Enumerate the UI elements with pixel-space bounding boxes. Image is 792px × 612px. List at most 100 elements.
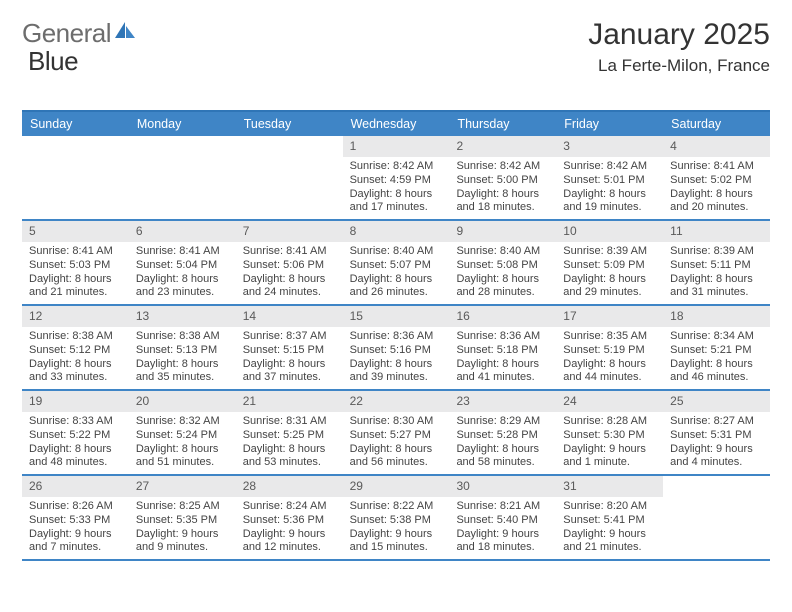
day-number: 26: [22, 476, 129, 497]
day-number-empty: [22, 136, 129, 157]
day-cell: 25Sunrise: 8:27 AMSunset: 5:31 PMDayligh…: [663, 391, 770, 474]
sunset-line: Sunset: 5:27 PM: [343, 429, 450, 443]
brand-word-2: Blue: [28, 46, 78, 76]
day-cell: 29Sunrise: 8:22 AMSunset: 5:38 PMDayligh…: [343, 476, 450, 559]
day-number: 4: [663, 136, 770, 157]
day-number: 23: [449, 391, 556, 412]
day-cell: 12 Sunrise: 8:38 AMSunset: 5:12 PMDayligh…: [22, 306, 129, 389]
sunset-line: Sunset: 5:30 PM: [556, 429, 663, 443]
sunset-line: Sunset: 5:19 PM: [556, 344, 663, 358]
day-number: 21: [236, 391, 343, 412]
day-number: 5: [22, 221, 129, 242]
title-block: January 2025 La Ferte-Milon, France: [588, 18, 770, 76]
daylight-line: Daylight: 8 hours and 53 minutes.: [236, 443, 343, 471]
sunset-line: Sunset: 5:33 PM: [22, 514, 129, 528]
day-cell: 30Sunrise: 8:21 AMSunset: 5:40 PMDayligh…: [449, 476, 556, 559]
sunrise-line: Sunrise: 8:32 AM: [129, 415, 236, 429]
sunrise-line: Sunrise: 8:22 AM: [343, 500, 450, 514]
weekday-header: Saturday: [663, 112, 770, 136]
day-cell: 11Sunrise: 8:39 AMSunset: 5:11 PMDayligh…: [663, 221, 770, 304]
sunrise-line: Sunrise: 8:30 AM: [343, 415, 450, 429]
weekday-header: Wednesday: [343, 112, 450, 136]
sunrise-line: Sunrise: 8:28 AM: [556, 415, 663, 429]
sunrise-line: Sunrise: 8:20 AM: [556, 500, 663, 514]
brand-word-2-wrap: Blue: [28, 46, 78, 77]
sunrise-line: Sunrise: 8:39 AM: [663, 245, 770, 259]
sunrise-line: Sunrise: 8:41 AM: [236, 245, 343, 259]
sunrise-line: Sunrise: 8:41 AM: [663, 160, 770, 174]
daylight-line: Daylight: 8 hours and 58 minutes.: [449, 443, 556, 471]
sunset-line: Sunset: 5:00 PM: [449, 174, 556, 188]
daylight-line: Daylight: 8 hours and 51 minutes.: [129, 443, 236, 471]
daylight-line: Daylight: 8 hours and 24 minutes.: [236, 273, 343, 301]
sunrise-line: Sunrise: 8:34 AM: [663, 330, 770, 344]
day-number: 18: [663, 306, 770, 327]
daylight-line: Daylight: 8 hours and 41 minutes.: [449, 358, 556, 386]
sunset-line: Sunset: 5:22 PM: [22, 429, 129, 443]
daylight-line: Daylight: 8 hours and 37 minutes.: [236, 358, 343, 386]
sunrise-line: Sunrise: 8:39 AM: [556, 245, 663, 259]
sunrise-line: Sunrise: 8:38 AM: [22, 330, 129, 344]
day-cell: 1Sunrise: 8:42 AMSunset: 4:59 PMDaylight…: [343, 136, 450, 219]
sail-icon: [113, 20, 137, 47]
daylight-line: Daylight: 8 hours and 21 minutes.: [22, 273, 129, 301]
day-cell-empty: [22, 136, 129, 219]
daylight-line: Daylight: 8 hours and 28 minutes.: [449, 273, 556, 301]
day-number: 29: [343, 476, 450, 497]
day-number: 7: [236, 221, 343, 242]
day-number: 24: [556, 391, 663, 412]
day-number: 20: [129, 391, 236, 412]
daylight-line: Daylight: 9 hours and 21 minutes.: [556, 528, 663, 556]
sunrise-line: Sunrise: 8:29 AM: [449, 415, 556, 429]
day-number: 27: [129, 476, 236, 497]
day-number: 1: [343, 136, 450, 157]
day-cell: 8Sunrise: 8:40 AMSunset: 5:07 PMDaylight…: [343, 221, 450, 304]
sunrise-line: Sunrise: 8:41 AM: [129, 245, 236, 259]
daylight-line: Daylight: 8 hours and 31 minutes.: [663, 273, 770, 301]
daylight-line: Daylight: 9 hours and 1 minute.: [556, 443, 663, 471]
day-number: 25: [663, 391, 770, 412]
daylight-line: Daylight: 8 hours and 56 minutes.: [343, 443, 450, 471]
daylight-line: Daylight: 9 hours and 9 minutes.: [129, 528, 236, 556]
day-cell: 22 Sunrise: 8:30 AMSunset: 5:27 PMDayligh…: [343, 391, 450, 474]
day-number: 8: [343, 221, 450, 242]
day-cell: 24 Sunrise: 8:28 AMSunset: 5:30 PMDayligh…: [556, 391, 663, 474]
sunrise-line: Sunrise: 8:21 AM: [449, 500, 556, 514]
day-number: 2: [449, 136, 556, 157]
sunset-line: Sunset: 5:40 PM: [449, 514, 556, 528]
day-cell: 6Sunrise: 8:41 AMSunset: 5:04 PMDaylight…: [129, 221, 236, 304]
sunrise-line: Sunrise: 8:42 AM: [343, 160, 450, 174]
day-cell: 27Sunrise: 8:25 AMSunset: 5:35 PMDayligh…: [129, 476, 236, 559]
day-cell: 17Sunrise: 8:35 AMSunset: 5:19 PMDayligh…: [556, 306, 663, 389]
day-cell: 13Sunrise: 8:38 AMSunset: 5:13 PMDayligh…: [129, 306, 236, 389]
day-number: 11: [663, 221, 770, 242]
daylight-line: Daylight: 9 hours and 18 minutes.: [449, 528, 556, 556]
sunset-line: Sunset: 5:08 PM: [449, 259, 556, 273]
daylight-line: Daylight: 8 hours and 33 minutes.: [22, 358, 129, 386]
daylight-line: Daylight: 8 hours and 17 minutes.: [343, 188, 450, 216]
day-number: 12: [22, 306, 129, 327]
sunset-line: Sunset: 5:01 PM: [556, 174, 663, 188]
day-cell: 26Sunrise: 8:26 AMSunset: 5:33 PMDayligh…: [22, 476, 129, 559]
day-number: 15: [343, 306, 450, 327]
sunset-line: Sunset: 5:38 PM: [343, 514, 450, 528]
daylight-line: Daylight: 8 hours and 48 minutes.: [22, 443, 129, 471]
calendar: Sunday Monday Tuesday Wednesday Thursday…: [22, 110, 770, 561]
sunset-line: Sunset: 5:12 PM: [22, 344, 129, 358]
daylight-line: Daylight: 8 hours and 19 minutes.: [556, 188, 663, 216]
sunrise-line: Sunrise: 8:37 AM: [236, 330, 343, 344]
sunset-line: Sunset: 5:36 PM: [236, 514, 343, 528]
sunset-line: Sunset: 5:04 PM: [129, 259, 236, 273]
sunrise-line: Sunrise: 8:42 AM: [449, 160, 556, 174]
day-cell: 19Sunrise: 8:33 AMSunset: 5:22 PMDayligh…: [22, 391, 129, 474]
sunset-line: Sunset: 5:41 PM: [556, 514, 663, 528]
day-number: 13: [129, 306, 236, 327]
day-number: 22: [343, 391, 450, 412]
daylight-line: Daylight: 9 hours and 4 minutes.: [663, 443, 770, 471]
sunset-line: Sunset: 5:15 PM: [236, 344, 343, 358]
daylight-line: Daylight: 8 hours and 23 minutes.: [129, 273, 236, 301]
day-cell: 7Sunrise: 8:41 AMSunset: 5:06 PMDaylight…: [236, 221, 343, 304]
day-number: 3: [556, 136, 663, 157]
sunrise-line: Sunrise: 8:40 AM: [343, 245, 450, 259]
sunset-line: Sunset: 5:18 PM: [449, 344, 556, 358]
